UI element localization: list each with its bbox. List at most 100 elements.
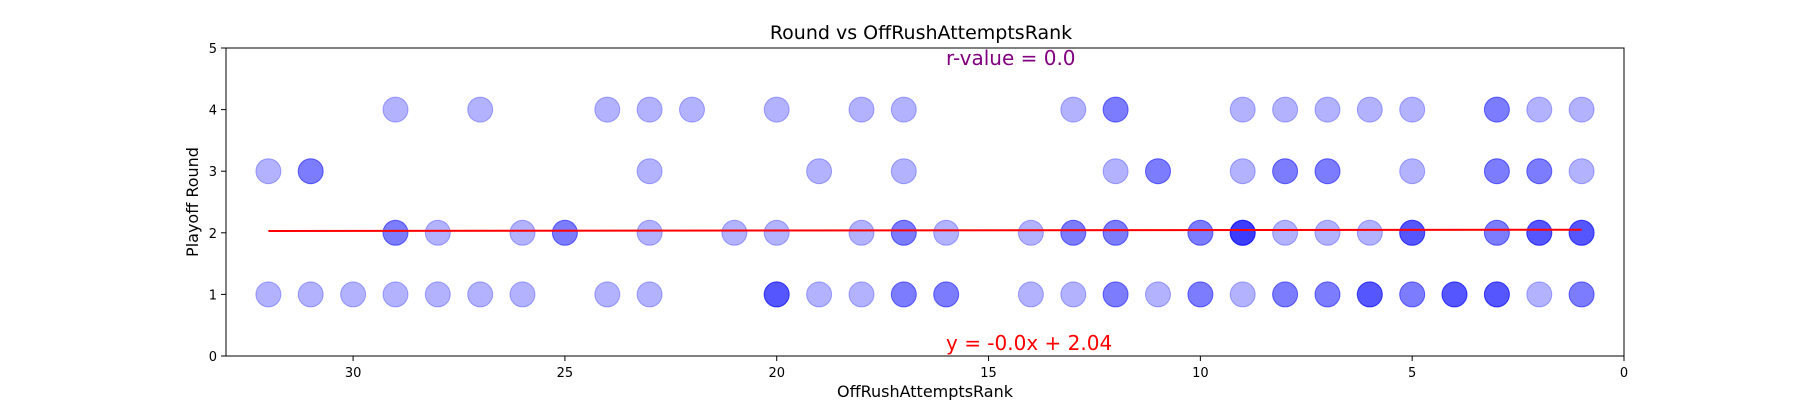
data-point [1568,281,1595,308]
data-point [1060,281,1087,308]
data-point [1399,96,1426,123]
data-point [1399,219,1426,246]
data-point [1399,219,1426,246]
data-point [1568,158,1595,185]
data-point [1483,219,1510,246]
regression-line [268,228,1582,232]
data-point [1568,219,1595,246]
data-point [1399,158,1426,185]
data-point [890,96,917,123]
data-point [1102,219,1129,246]
x-axis: 30 25 20 15 10 5 0 [345,356,1628,381]
data-point [297,158,324,185]
y-axis-label: Playoff Round [183,147,202,257]
data-point [1314,281,1341,308]
data-point [1483,219,1510,246]
data-point [1145,158,1171,185]
data-point [763,281,790,308]
data-point [551,219,578,246]
data-point [1272,158,1299,185]
data-point [890,281,917,308]
data-point [806,158,833,185]
data-point [509,219,536,246]
data-point [551,219,578,246]
data-point [1356,219,1383,246]
regression-layer [268,228,1582,232]
data-point [890,158,917,185]
data-point [1272,219,1299,246]
data-point [679,96,705,123]
data-point [1314,96,1341,123]
data-point [1272,158,1299,185]
y-tick-label: 1 [209,288,217,303]
data-point [1272,281,1299,308]
data-point [1272,281,1299,308]
data-point [1356,281,1383,308]
data-point [1272,96,1299,123]
data-point [1017,281,1044,308]
data-point [1483,158,1510,185]
chart-title: Round vs OffRushAttemptsRank [770,22,1072,44]
data-point [594,281,621,308]
data-point [1441,281,1468,308]
data-point [636,281,663,308]
data-point [763,219,790,246]
data-point [1187,219,1214,246]
data-point [340,281,367,308]
data-point [763,281,790,308]
data-point [594,96,621,123]
data-point [890,281,917,308]
regression-equation-annotation: y = -0.0x + 2.04 [946,331,1112,355]
data-point [1102,281,1129,308]
data-point [467,281,494,308]
data-point [636,219,663,246]
data-point [1102,96,1129,123]
data-point [382,219,409,246]
x-tick-label: 20 [768,366,785,381]
data-point [636,158,663,185]
data-point [1568,96,1595,123]
data-point [1526,158,1553,185]
data-point [382,281,409,308]
data-point [467,96,494,123]
data-point [806,281,833,308]
data-point [1356,281,1383,308]
y-tick-label: 2 [209,227,217,242]
data-point [1526,158,1553,185]
data-point [1526,219,1553,246]
data-point [1399,219,1426,246]
data-point [1229,219,1256,246]
data-point [763,281,790,308]
x-axis-label: OffRushAttemptsRank [837,382,1014,400]
data-point [1060,96,1087,123]
data-point [848,219,875,246]
data-point [1483,96,1510,123]
data-point [1102,96,1129,123]
data-point [1102,219,1129,246]
data-point [1483,281,1510,308]
data-point [1229,281,1256,308]
data-point [1145,281,1171,308]
data-point [1356,281,1383,308]
data-point [890,219,917,246]
data-point [1314,281,1341,308]
y-tick-label: 4 [209,104,217,119]
data-point [1483,281,1510,308]
data-point [1314,158,1341,185]
data-point [1187,281,1214,308]
data-point [1526,96,1553,123]
data-point [1314,219,1341,246]
data-point [1145,158,1171,185]
data-point [1399,281,1426,308]
points-layer [255,96,1595,308]
data-point [1187,219,1214,246]
data-point [1568,281,1595,308]
data-point [1102,158,1129,185]
data-point [1187,281,1214,308]
x-tick-label: 30 [345,366,362,381]
data-point [382,96,409,123]
data-point [1399,281,1426,308]
data-point [1229,219,1256,246]
data-point [1229,158,1256,185]
data-point [1441,281,1468,308]
